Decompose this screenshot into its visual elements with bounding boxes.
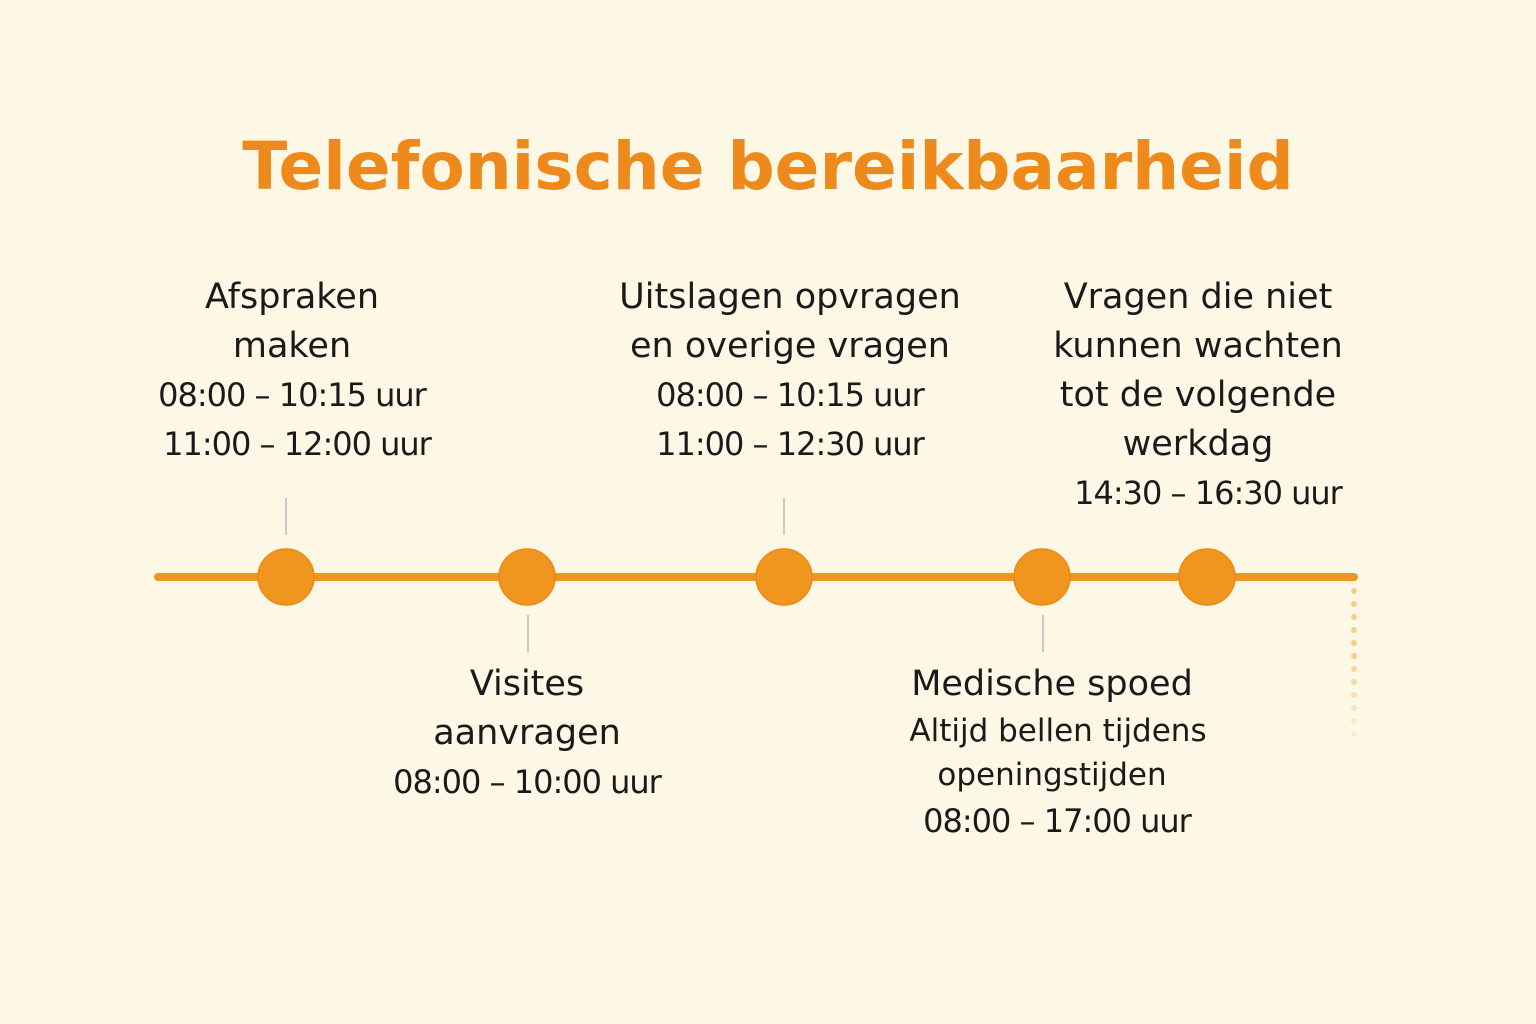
- connector-3: [783, 498, 785, 535]
- timeline-node-3: [755, 548, 813, 606]
- item-afspraken: Afspraken maken 08:00 – 10:15 uur 11:00 …: [62, 273, 522, 469]
- item-note: Altijd bellen tijdens: [909, 713, 1207, 749]
- item-uitslagen: Uitslagen opvragen en overige vragen 08:…: [560, 273, 1020, 469]
- page-title: Telefonische bereikbaarheid: [242, 128, 1294, 205]
- connector-4: [1042, 615, 1044, 652]
- item-time: 14:30 – 16:30 uur: [1074, 474, 1343, 512]
- item-time: 08:00 – 10:00 uur: [393, 763, 662, 801]
- item-heading: aanvragen: [433, 713, 621, 753]
- item-heading: tot de volgende: [1059, 375, 1337, 415]
- item-time: 11:00 – 12:00 uur: [163, 425, 432, 463]
- timeline-node-2: [498, 548, 556, 606]
- item-heading: en overige vragen: [630, 326, 950, 366]
- item-vragen-wachten: Vragen die niet kunnen wachten tot de vo…: [968, 273, 1428, 518]
- item-visites: Visites aanvragen 08:00 – 10:00 uur: [297, 660, 757, 807]
- item-heading: maken: [232, 326, 352, 366]
- timeline-node-4: [1013, 548, 1071, 606]
- item-heading: Uitslagen opvragen: [619, 277, 961, 317]
- item-heading: Visites: [469, 664, 585, 704]
- item-medische-spoed: Medische spoed Altijd bellen tijdens ope…: [822, 660, 1282, 846]
- item-heading: kunnen wachten: [1053, 326, 1343, 366]
- timeline-node-5: [1178, 548, 1236, 606]
- timeline-dotted-end: [1351, 588, 1357, 737]
- timeline-node-1: [257, 548, 315, 606]
- item-heading: Afspraken: [204, 277, 380, 317]
- item-time: 11:00 – 12:30 uur: [656, 425, 925, 463]
- item-time: 08:00 – 17:00 uur: [923, 802, 1192, 840]
- item-time: 08:00 – 10:15 uur: [656, 376, 925, 414]
- item-heading: Vragen die niet: [1063, 277, 1333, 317]
- item-heading: werkdag: [1122, 424, 1274, 464]
- item-heading: Medische spoed: [911, 664, 1193, 704]
- item-time: 08:00 – 10:15 uur: [158, 376, 427, 414]
- connector-1: [285, 498, 287, 535]
- connector-2: [527, 615, 529, 652]
- item-note: openingstijden: [937, 757, 1167, 793]
